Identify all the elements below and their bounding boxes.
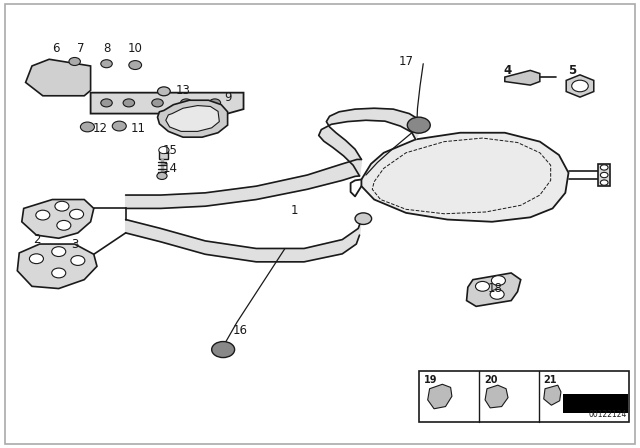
Circle shape bbox=[600, 180, 608, 185]
Polygon shape bbox=[485, 385, 508, 408]
Circle shape bbox=[123, 99, 134, 107]
Circle shape bbox=[209, 99, 221, 107]
Text: 00122124: 00122124 bbox=[588, 410, 627, 419]
Polygon shape bbox=[319, 108, 422, 176]
Polygon shape bbox=[544, 385, 561, 405]
Polygon shape bbox=[22, 199, 94, 238]
Polygon shape bbox=[91, 93, 244, 114]
Circle shape bbox=[55, 201, 69, 211]
Circle shape bbox=[70, 209, 84, 219]
Circle shape bbox=[476, 281, 490, 291]
Polygon shape bbox=[26, 59, 91, 96]
Text: 1: 1 bbox=[291, 204, 298, 217]
Circle shape bbox=[81, 122, 95, 132]
Text: 6: 6 bbox=[52, 42, 60, 55]
Circle shape bbox=[212, 341, 235, 358]
Text: 16: 16 bbox=[233, 324, 248, 337]
Circle shape bbox=[490, 289, 504, 299]
Circle shape bbox=[52, 247, 66, 257]
Circle shape bbox=[157, 87, 170, 96]
Polygon shape bbox=[505, 70, 540, 85]
Text: 21: 21 bbox=[544, 375, 557, 385]
Circle shape bbox=[572, 80, 588, 92]
Text: 19: 19 bbox=[424, 375, 437, 385]
Circle shape bbox=[100, 60, 112, 68]
Polygon shape bbox=[362, 133, 568, 222]
Circle shape bbox=[71, 256, 85, 265]
Circle shape bbox=[129, 60, 141, 69]
Polygon shape bbox=[125, 159, 362, 208]
Text: 7: 7 bbox=[77, 42, 84, 55]
Polygon shape bbox=[159, 149, 168, 159]
Circle shape bbox=[152, 99, 163, 107]
Polygon shape bbox=[467, 273, 521, 306]
Text: 9: 9 bbox=[224, 90, 231, 103]
Circle shape bbox=[29, 254, 44, 263]
Text: 14: 14 bbox=[163, 162, 178, 175]
Circle shape bbox=[57, 220, 71, 230]
FancyBboxPatch shape bbox=[563, 394, 628, 413]
Polygon shape bbox=[17, 244, 97, 289]
Text: 3: 3 bbox=[71, 237, 78, 250]
Text: 20: 20 bbox=[484, 375, 497, 385]
Circle shape bbox=[69, 57, 81, 65]
Polygon shape bbox=[157, 100, 228, 137]
Circle shape bbox=[157, 172, 167, 180]
Polygon shape bbox=[166, 106, 220, 131]
Text: 11: 11 bbox=[131, 122, 146, 135]
Circle shape bbox=[159, 146, 169, 154]
Circle shape bbox=[492, 276, 506, 285]
Text: 8: 8 bbox=[103, 42, 110, 55]
Circle shape bbox=[600, 172, 608, 178]
Circle shape bbox=[407, 117, 430, 133]
Text: 15: 15 bbox=[163, 144, 178, 157]
Circle shape bbox=[112, 121, 126, 131]
Text: 4: 4 bbox=[504, 64, 512, 77]
Text: 18: 18 bbox=[488, 282, 502, 295]
Polygon shape bbox=[125, 220, 362, 262]
FancyBboxPatch shape bbox=[419, 371, 629, 422]
Circle shape bbox=[180, 99, 192, 107]
Text: 13: 13 bbox=[175, 84, 191, 97]
Text: 12: 12 bbox=[93, 122, 108, 135]
Text: 10: 10 bbox=[128, 42, 143, 55]
Text: 5: 5 bbox=[568, 64, 576, 77]
FancyBboxPatch shape bbox=[4, 4, 636, 444]
Polygon shape bbox=[598, 164, 610, 186]
Polygon shape bbox=[428, 384, 452, 409]
Circle shape bbox=[52, 268, 66, 278]
Text: 17: 17 bbox=[399, 55, 413, 68]
Text: 2: 2 bbox=[33, 233, 40, 246]
Circle shape bbox=[355, 213, 372, 224]
Circle shape bbox=[600, 165, 608, 170]
Circle shape bbox=[100, 99, 112, 107]
Polygon shape bbox=[566, 75, 594, 97]
Circle shape bbox=[36, 210, 50, 220]
